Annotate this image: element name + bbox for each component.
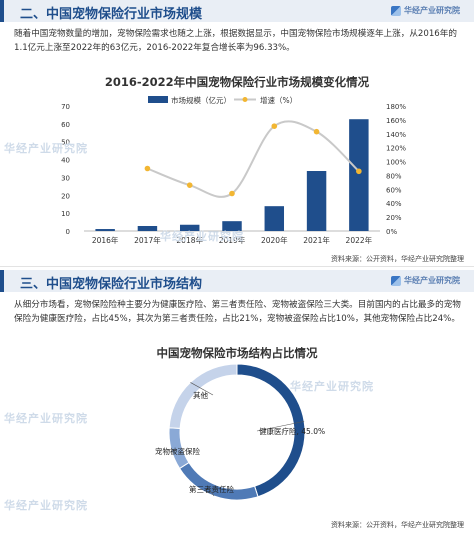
- divider: [0, 266, 474, 267]
- leader-line: [256, 421, 305, 432]
- legend-label: 增速（%）: [260, 95, 297, 105]
- pie-label: 健康医疗险, 45.0%: [259, 426, 325, 436]
- y-tick-label: 0: [66, 228, 70, 236]
- pie-label: 第三者责任险: [189, 484, 234, 494]
- watermark: 华经产业研究院: [160, 230, 244, 243]
- header-accent-bar: [0, 0, 4, 22]
- y-tick-label: 40: [61, 157, 70, 165]
- watermark: 华经产业研究院: [4, 412, 88, 425]
- y2-tick-label: 160%: [386, 117, 406, 125]
- pie-slice: [168, 363, 238, 429]
- market-size-paragraph: 随着中国宠物数量的增加，宠物保险需求也随之上涨，根据数据显示，中国宠物保险市场规…: [14, 29, 457, 53]
- bar: [95, 229, 115, 231]
- pie-label: 其他: [193, 390, 208, 400]
- legend-swatch-bar: [148, 96, 168, 103]
- brand-logo-icon: [391, 5, 401, 16]
- leader-line: [208, 488, 215, 497]
- x-tick-label: 2019年: [219, 235, 246, 245]
- x-tick-label: 2016年: [92, 235, 119, 245]
- brand-logo-text: 华经产业研究院: [404, 276, 460, 285]
- y2-tick-label: 120%: [386, 145, 406, 153]
- growth-rate-point: [271, 123, 278, 129]
- bar: [306, 171, 327, 231]
- section-title: 三、中国宠物保险行业市场结构: [20, 277, 203, 292]
- y-tick-label: 50: [61, 139, 70, 147]
- growth-rate-point: [186, 182, 193, 188]
- legend-marker: [242, 97, 248, 102]
- brand-logo: 华经产业研究院: [391, 5, 460, 16]
- y-tick-label: 30: [61, 174, 70, 182]
- y2-tick-label: 40%: [386, 200, 402, 208]
- y2-tick-label: 60%: [386, 186, 402, 194]
- market-structure-chart: 健康医疗险, 45.0% 第三者责任险 宠物被盗保险 其他: [155, 363, 325, 501]
- watermark: 华经产业研究院: [290, 380, 374, 393]
- growth-rate-point: [229, 190, 235, 197]
- x-tick-label: 2020年: [261, 235, 288, 245]
- leader-line: [170, 448, 176, 452]
- x-tick-label: 2017年: [134, 235, 161, 245]
- x-tick-label: 2021年: [303, 235, 330, 245]
- y2-tick-label: 20%: [386, 214, 402, 222]
- brand-logo-icon: [391, 275, 401, 286]
- y2-tick-label: 80%: [386, 172, 402, 180]
- bar: [222, 221, 242, 231]
- y-tick-label: 70: [61, 103, 70, 111]
- growth-rate-point: [356, 168, 362, 175]
- pie-slice: [178, 461, 259, 501]
- watermark: 华经产业研究院: [4, 142, 88, 155]
- growth-rate-point: [144, 165, 151, 172]
- y2-tick-label: 0%: [386, 228, 397, 236]
- chart-source-note: 资料来源：公开资料，华经产业研究院整理: [331, 255, 464, 263]
- pie-chart-title: 中国宠物保险市场结构占比情况: [156, 346, 318, 360]
- bar-chart-title: 2016-2022年中国宠物保险行业市场规模变化情况: [104, 75, 370, 89]
- legend-label: 市场规模（亿元）: [171, 95, 231, 105]
- bar: [179, 224, 200, 231]
- y2-tick-label: 180%: [386, 103, 406, 111]
- y-tick-label: 20: [61, 192, 70, 200]
- y2-tick-label: 140%: [386, 131, 406, 139]
- bar: [349, 119, 369, 231]
- section-header-market-size: 二、中国宠物保险行业市场规模 华经产业研究院: [0, 0, 474, 22]
- growth-rate-line: [147, 120, 360, 198]
- header-accent-bar: [0, 270, 4, 292]
- x-tick-label: 2018年: [176, 235, 203, 245]
- bar: [137, 226, 158, 231]
- y2-tick-label: 100%: [386, 159, 406, 167]
- chart-legend: 市场规模（亿元） 增速（%）: [148, 95, 297, 105]
- brand-logo-text: 华经产业研究院: [404, 6, 460, 15]
- y-tick-label: 10: [61, 210, 70, 218]
- brand-logo: 华经产业研究院: [391, 275, 460, 286]
- x-tick-label: 2022年: [346, 235, 373, 245]
- chart-source-note: 资料来源：公开资料，华经产业研究院整理: [331, 521, 464, 529]
- growth-rate-point: [313, 128, 320, 135]
- y-tick-label: 60: [61, 121, 70, 129]
- market-size-chart: 市场规模（亿元） 增速（%） 0 10 20 30 40 50 60 70 0% 20% 40% 60% 8…: [61, 95, 406, 245]
- section-header-market-structure: 三、中国宠物保险行业市场结构 华经产业研究院: [0, 270, 474, 292]
- market-structure-paragraph: 从细分市场看，宠物保险险种主要分为健康医疗险、第三者责任险、宠物被盗保险三大类。…: [14, 300, 461, 324]
- leader-line: [190, 382, 214, 396]
- pie-label: 宠物被盗保险: [155, 446, 200, 456]
- section-title: 二、中国宠物保险行业市场规模: [20, 7, 203, 22]
- bar: [264, 206, 285, 231]
- watermark: 华经产业研究院: [4, 499, 88, 512]
